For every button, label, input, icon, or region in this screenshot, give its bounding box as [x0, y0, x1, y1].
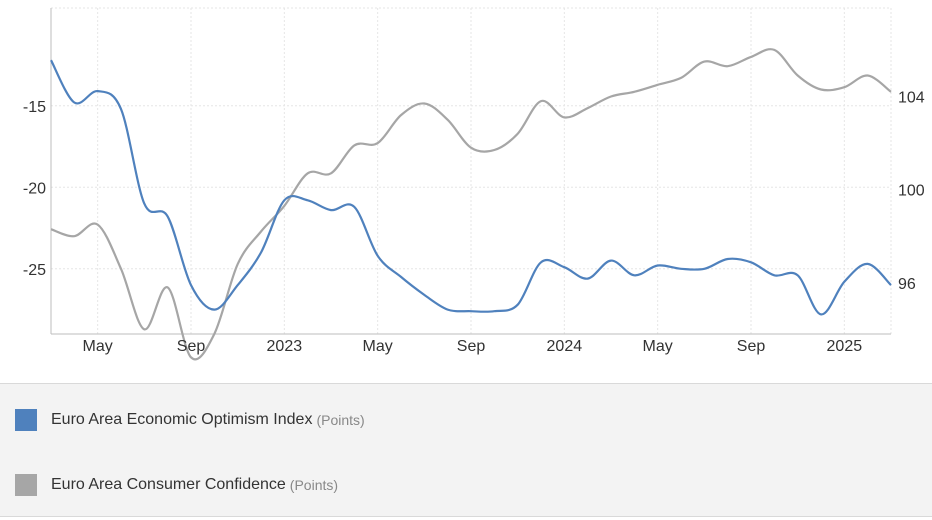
consumer-confidence-line — [50, 48, 892, 361]
right-axis-tick-label: 100 — [898, 183, 925, 200]
line-chart: May Sep 2023 May Sep 2024 May Sep 2025 -15 -20 -25 1… — [23, 7, 925, 361]
chart-svg: May Sep 2023 May Sep 2024 May Sep 2025 -15 -20 -25 1… — [23, 7, 925, 361]
legend-item-consumer-confidence[interactable]: Euro Area Consumer Confidence (Points) — [15, 474, 338, 496]
economic-optimism-line — [50, 59, 892, 316]
x-tick-label: 2024 — [547, 338, 583, 355]
left-axis-tick-label: -15 — [23, 99, 46, 116]
left-axis-tick-label: -25 — [23, 262, 46, 279]
grid-lines — [51, 7, 892, 334]
x-tick-label: 2025 — [827, 338, 863, 355]
legend-series-unit: (Points) — [289, 477, 339, 493]
right-axis-tick-label: 104 — [898, 89, 925, 106]
x-tick-label: 2023 — [267, 338, 303, 355]
x-tick-label: May — [83, 338, 113, 355]
legend: Euro Area Economic Optimism Index (Point… — [0, 383, 932, 517]
legend-series-unit: (Points) — [316, 412, 365, 428]
legend-item-economic-optimism[interactable]: Euro Area Economic Optimism Index (Point… — [15, 409, 365, 431]
legend-swatch-gray — [15, 474, 37, 496]
x-tick-label: May — [643, 338, 673, 355]
x-tick-label: Sep — [177, 338, 206, 355]
legend-series-name: Euro Area Consumer Confidence — [51, 476, 286, 493]
x-tick-label: Sep — [457, 338, 486, 355]
x-tick-label: Sep — [737, 338, 766, 355]
tick-labels: May Sep 2023 May Sep 2024 May Sep 2025 -15 -20 -25 1… — [23, 89, 925, 355]
legend-swatch-blue — [15, 409, 37, 431]
left-axis-tick-label: -20 — [23, 180, 46, 197]
series-lines — [50, 48, 892, 361]
right-axis-tick-label: 96 — [898, 276, 916, 293]
x-tick-label: May — [363, 338, 393, 355]
legend-series-name: Euro Area Economic Optimism Index — [51, 411, 313, 428]
